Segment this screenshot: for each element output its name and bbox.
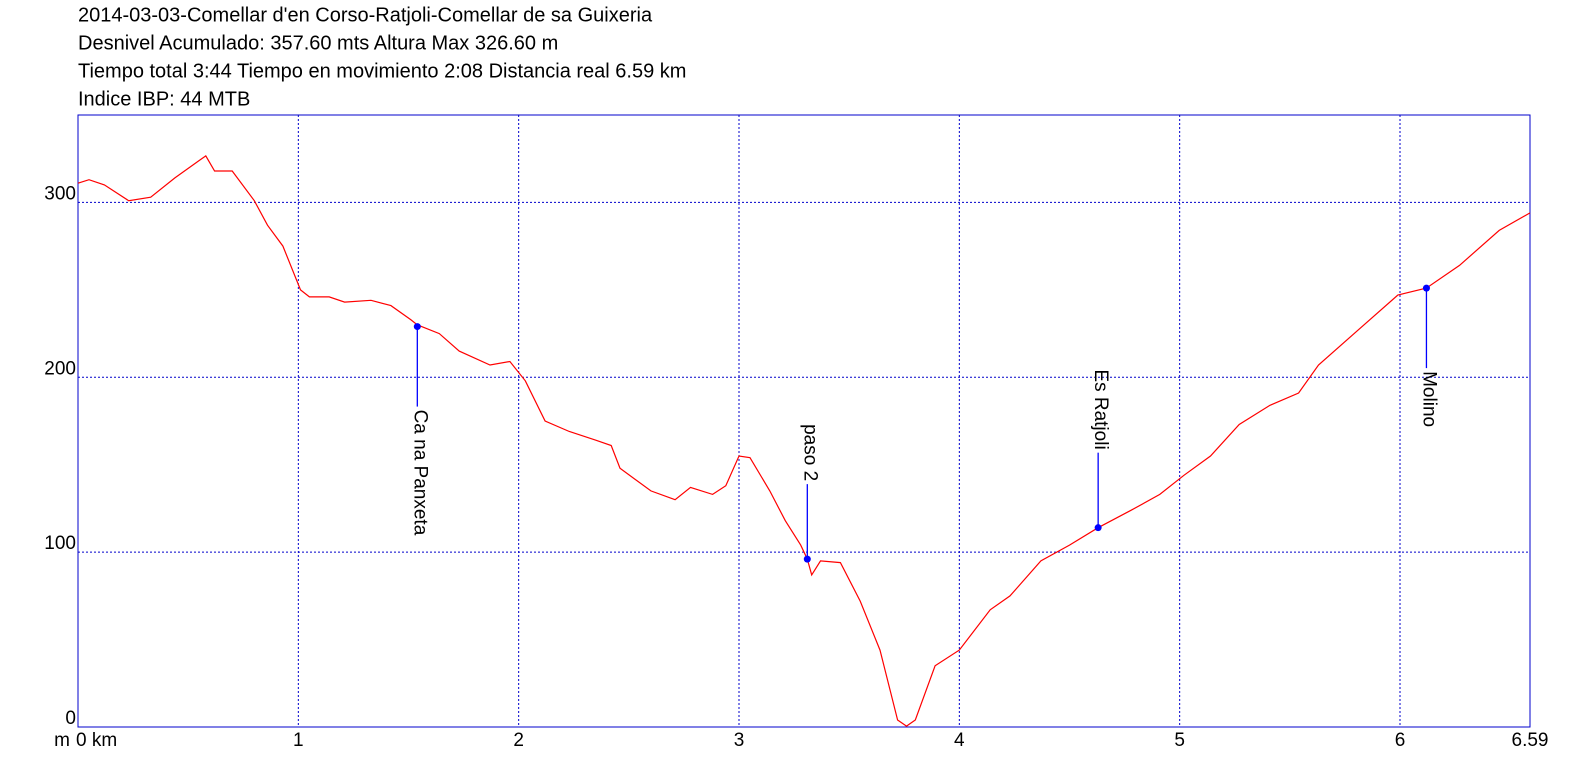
y-tick-label: 100: [44, 533, 76, 554]
y-tick-label: 0: [65, 708, 76, 729]
y-unit: m: [54, 730, 70, 751]
title-line: Desnivel Acumulado: 357.60 mts Altura Ma…: [78, 32, 558, 54]
x-tick-label: 1: [293, 730, 304, 751]
waypoint-label: Molino: [1418, 371, 1439, 427]
plot-frame: [77, 114, 1531, 728]
title-line: 2014-03-03-Comellar d'en Corso-Ratjoli-C…: [78, 4, 653, 26]
waypoint: [1422, 284, 1430, 292]
y-tick-label: 300: [44, 183, 76, 204]
waypoint: [803, 555, 811, 563]
waypoint-label: Ca na Panxeta: [409, 410, 430, 536]
x-tick-label: 6.59: [1512, 730, 1549, 751]
waypoint-label: paso 2: [799, 424, 820, 481]
title-line: Indice IBP: 44 MTB: [78, 88, 250, 110]
elevation-line: [77, 155, 1531, 727]
x-tick-label: 4: [954, 730, 965, 751]
waypoint-label: Es Ratjoli: [1090, 369, 1111, 449]
x-tick-label: 2: [513, 730, 524, 751]
x-tick-label: 5: [1174, 730, 1185, 751]
waypoint: [413, 323, 421, 331]
x-tick-label: 3: [734, 730, 745, 751]
x-tick-label: 0 km: [76, 730, 117, 751]
x-tick-label: 6: [1395, 730, 1406, 751]
y-tick-label: 200: [44, 358, 76, 379]
waypoint: [1094, 524, 1102, 532]
title-line: Tiempo total 3:44 Tiempo en movimiento 2…: [78, 60, 686, 82]
